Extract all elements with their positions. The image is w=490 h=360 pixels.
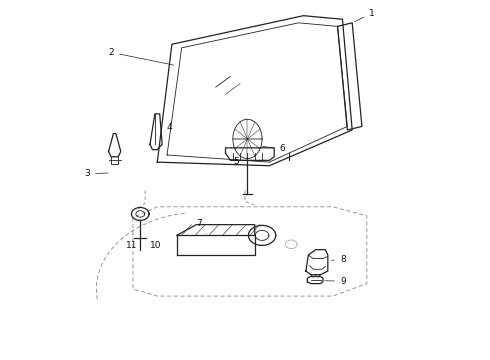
Text: 1: 1	[355, 9, 375, 22]
Text: 11: 11	[125, 241, 137, 250]
Text: 3: 3	[84, 170, 108, 179]
Text: 5: 5	[233, 157, 239, 166]
Text: 2: 2	[109, 48, 174, 65]
Text: 9: 9	[325, 276, 346, 285]
Text: 8: 8	[332, 255, 346, 264]
Text: 4: 4	[167, 123, 172, 132]
Text: 7: 7	[196, 220, 206, 234]
Text: 6: 6	[262, 144, 285, 153]
Text: 10: 10	[150, 241, 162, 250]
